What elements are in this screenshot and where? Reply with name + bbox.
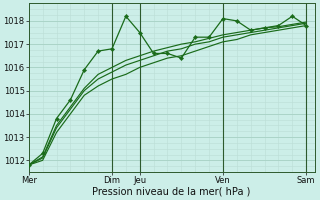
X-axis label: Pression niveau de la mer( hPa ): Pression niveau de la mer( hPa )	[92, 187, 251, 197]
